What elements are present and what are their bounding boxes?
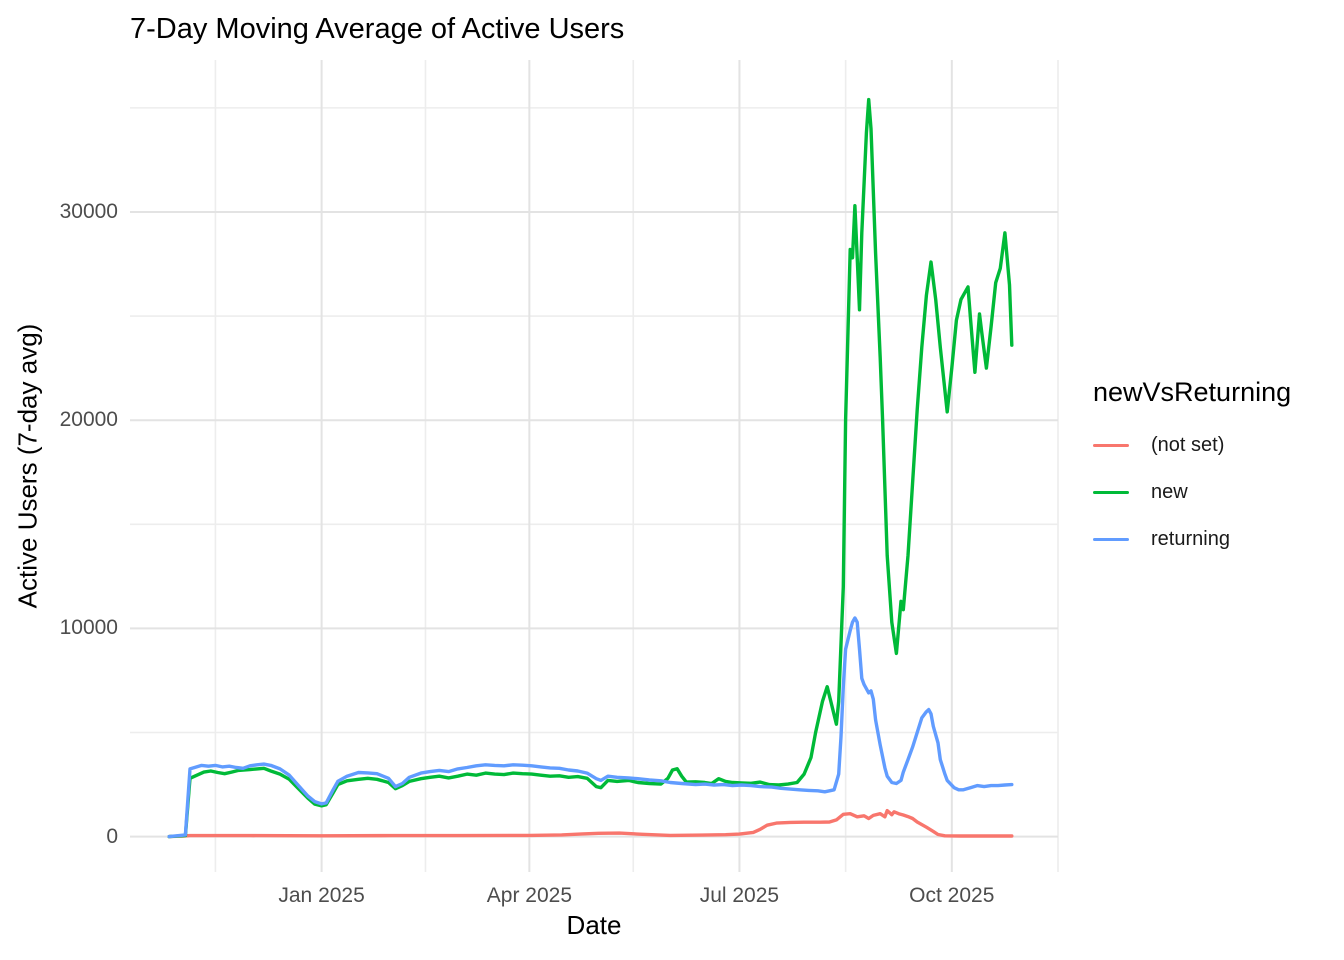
legend-key-line: [1093, 490, 1129, 495]
legend-item: returning: [1093, 516, 1291, 563]
series-line-returning: [167, 616, 1014, 839]
legend-items: (not set) new returning: [1093, 422, 1291, 563]
series-line-not-set: [167, 808, 1014, 839]
x-tick-label: Jan 2025: [278, 884, 365, 907]
legend-key-line: [1093, 537, 1129, 542]
legend: newVsReturning (not set) new returning: [1093, 377, 1291, 563]
y-tick-label: 10000: [59, 616, 118, 640]
x-axis-title: Date: [566, 910, 622, 940]
y-axis-title: Active Users (7-day avg): [12, 323, 43, 609]
chart-title: 7-Day Moving Average of Active Users: [130, 13, 625, 45]
legend-item-label: new: [1151, 481, 1188, 503]
legend-item-label: returning: [1151, 528, 1230, 550]
y-tick-label: 20000: [59, 408, 118, 432]
y-tick-label: 30000: [59, 200, 118, 223]
x-tick-label: Apr 2025: [486, 884, 573, 907]
legend-item: new: [1093, 469, 1291, 516]
legend-title: newVsReturning: [1093, 377, 1292, 407]
legend-key-line: [1093, 443, 1129, 448]
x-tick-label: Oct 2025: [909, 884, 995, 907]
legend-item: (not set): [1093, 422, 1291, 469]
legend-item-label: (not set): [1151, 434, 1225, 456]
x-tick-label: Jul 2025: [699, 884, 780, 907]
y-tick-label: 0: [106, 824, 118, 848]
series-line-new: [167, 97, 1014, 839]
